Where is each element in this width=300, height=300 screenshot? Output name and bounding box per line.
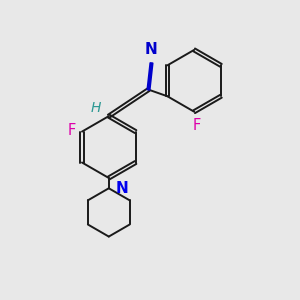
- Text: F: F: [67, 123, 76, 138]
- Text: N: N: [115, 181, 128, 196]
- Text: H: H: [91, 101, 101, 115]
- Text: N: N: [145, 42, 158, 57]
- Text: F: F: [193, 118, 201, 133]
